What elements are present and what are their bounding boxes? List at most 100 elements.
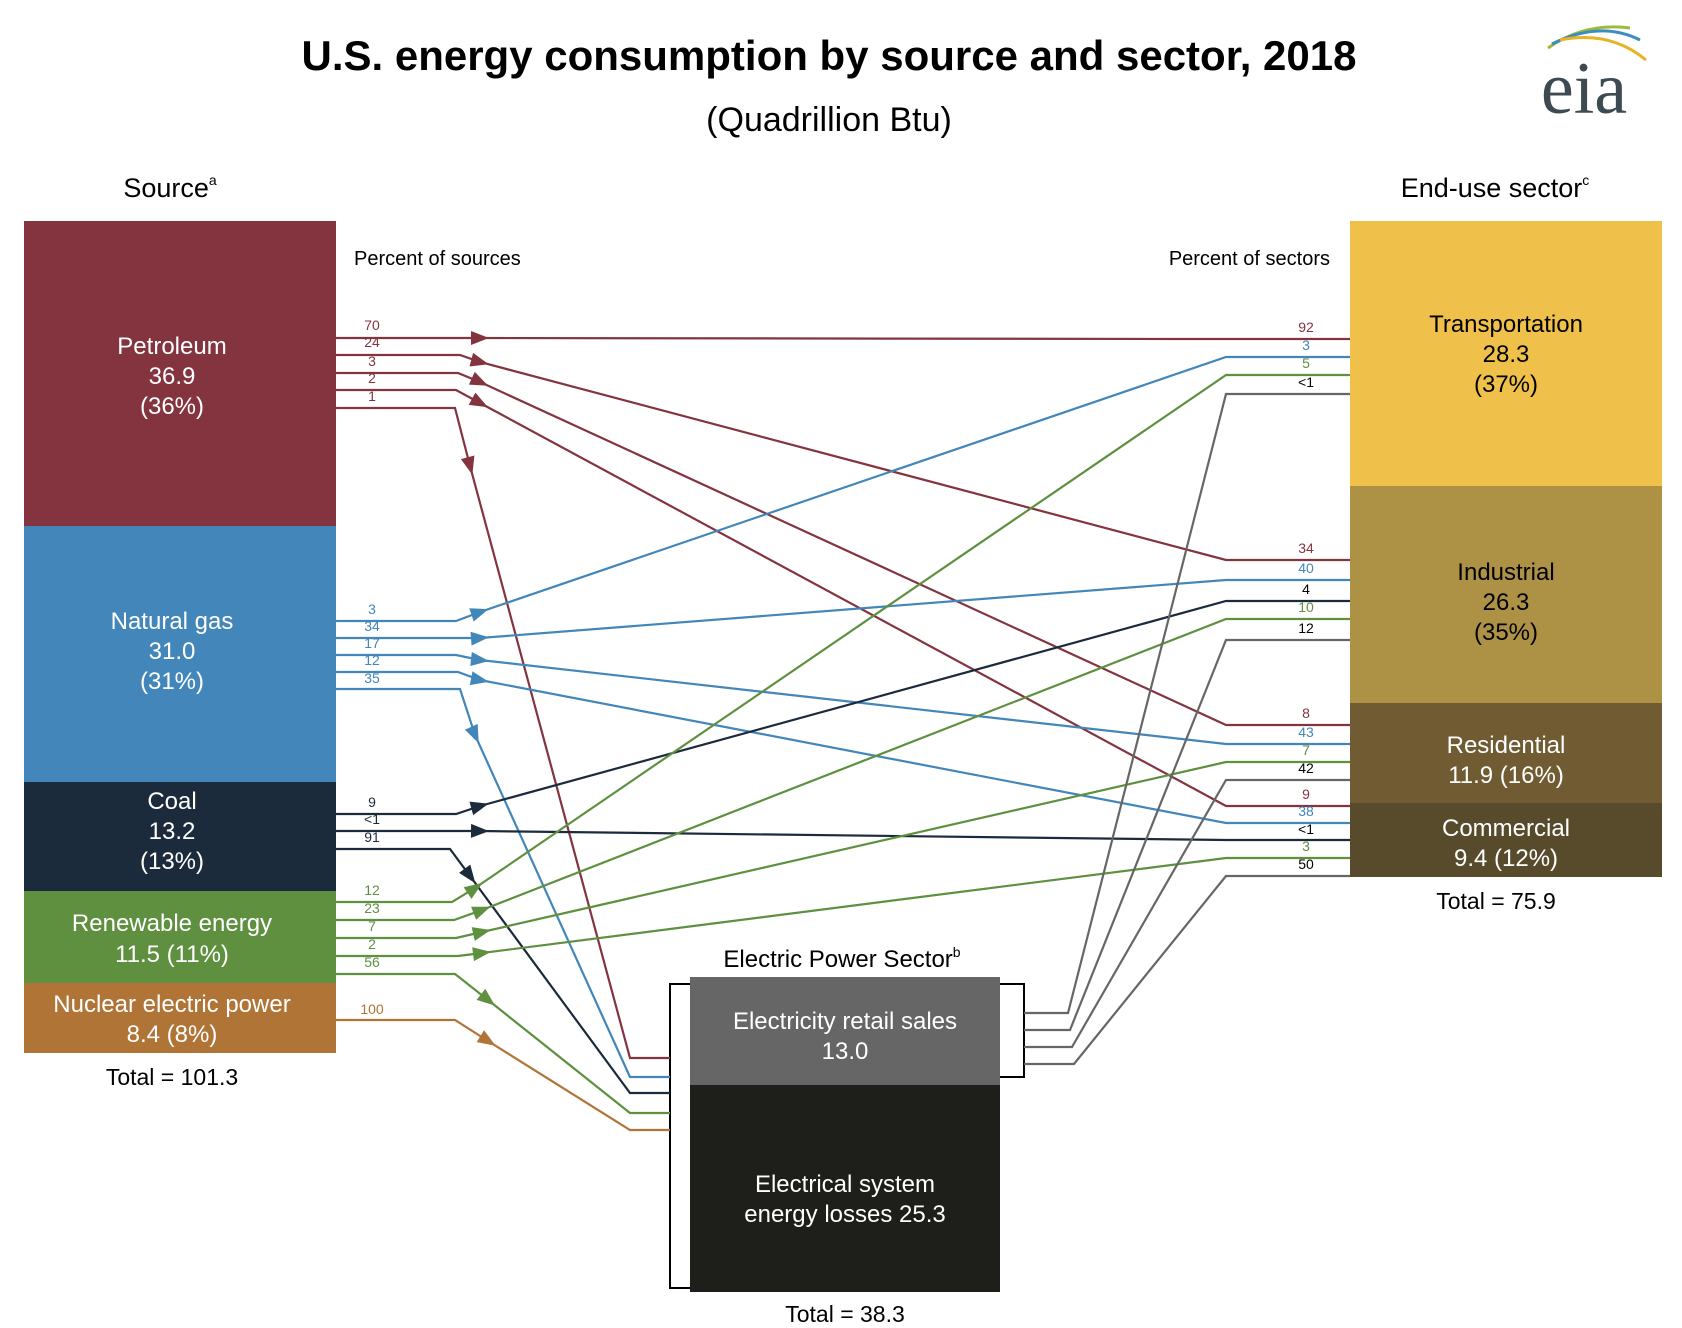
sectors-total: Total = 75.9 <box>1436 888 1556 914</box>
source-value-natural-gas: 31.0 <box>149 638 196 665</box>
chart-title: U.S. energy consumption by source and se… <box>301 32 1356 79</box>
flow-arrow-renewable-to-residential <box>471 927 491 941</box>
sector-pct-label: 38 <box>1298 803 1314 819</box>
sector-name-industrial: Industrial <box>1457 559 1554 586</box>
source-boxes: Petroleum 36.9 (36%) Natural gas 31.0 (3… <box>24 221 336 1090</box>
source-share-coal: (13%) <box>140 848 204 875</box>
losses-box <box>690 1085 1000 1292</box>
sector-share-industrial: (35%) <box>1474 619 1538 646</box>
source-pct-label: 70 <box>364 317 380 333</box>
source-pct-label: 3 <box>368 353 376 369</box>
flow-arrow-nuclear-to-electric-power <box>476 1030 496 1046</box>
sector-name-commercial: Commercial <box>1442 815 1570 842</box>
source-pct-label: 12 <box>364 882 380 898</box>
source-value-coal: 13.2 <box>149 818 196 845</box>
source-share-natural-gas: (31%) <box>140 668 204 695</box>
retail-sales-value: 13.0 <box>822 1038 869 1065</box>
source-value-nuclear: 8.4 (8%) <box>127 1021 218 1048</box>
source-pct-label: 7 <box>368 918 376 934</box>
losses-label-line2: energy losses 25.3 <box>744 1201 945 1228</box>
flow-renewable-to-electric-power <box>336 972 670 1115</box>
source-box-coal <box>24 782 336 891</box>
sector-box-transportation <box>1350 221 1662 486</box>
flow-natural-gas-to-commercial <box>336 670 1350 825</box>
sector-pct-label: 10 <box>1298 599 1314 615</box>
percent-of-sources-label: Percent of sources <box>354 248 521 270</box>
flow-arrow-natural-gas-to-transportation <box>469 608 489 622</box>
source-pct-label: 3 <box>368 601 376 617</box>
sector-box-commercial <box>1350 803 1662 877</box>
source-pct-label: 9 <box>368 794 376 810</box>
source-pct-label: 17 <box>364 635 380 651</box>
sector-value-residential: 11.9 (16%) <box>1448 762 1564 789</box>
sector-heading: End-use sectorc <box>1401 172 1590 203</box>
source-name-coal: Coal <box>147 788 196 815</box>
sector-box-industrial <box>1350 486 1662 703</box>
source-pct-label: 2 <box>368 370 376 386</box>
percent-of-sectors-label: Percent of sectors <box>1169 248 1330 270</box>
sector-pct-label: 8 <box>1302 705 1310 721</box>
source-name-natural-gas: Natural gas <box>111 608 234 635</box>
sector-pct-label: 5 <box>1302 355 1310 371</box>
sector-pct-label: 34 <box>1298 540 1314 556</box>
source-value-petroleum: 36.9 <box>149 363 196 390</box>
eia-logo: eia <box>1541 25 1647 130</box>
flow-arrow-natural-gas-to-commercial <box>469 671 489 686</box>
flow-petroleum-to-electric-power <box>336 406 670 1060</box>
flow-petroleum-to-commercial <box>336 388 1350 808</box>
source-pct-label: 24 <box>364 334 380 350</box>
source-pct-label: 56 <box>364 954 380 970</box>
flow-natural-gas-to-residential <box>336 653 1350 746</box>
power-heading: Electric Power Sectorb <box>723 944 960 973</box>
sector-pct-label: 12 <box>1298 620 1314 636</box>
flow-renewable-to-transportation <box>336 373 1350 904</box>
source-share-petroleum: (36%) <box>140 393 204 420</box>
source-name-petroleum: Petroleum <box>117 333 226 360</box>
power-total: Total = 38.3 <box>785 1301 905 1327</box>
flow-arrow-natural-gas-to-industrial <box>470 631 489 646</box>
source-pct-label: 1 <box>368 388 376 404</box>
sources-total: Total = 101.3 <box>106 1064 238 1090</box>
source-box-natural-gas <box>24 526 336 782</box>
flow-arrow-petroleum-to-electric-power <box>460 455 475 475</box>
source-box-petroleum <box>24 221 336 526</box>
flow-electric-power-to-residential <box>1024 778 1350 1049</box>
losses-label-line1: Electrical system <box>755 1171 935 1198</box>
sector-pct-label: 3 <box>1302 337 1310 353</box>
source-pct-label: 12 <box>364 652 380 668</box>
flow-arrow-renewable-to-commercial <box>472 947 491 962</box>
flow-arrow-coal-to-industrial <box>469 801 489 816</box>
retail-sales-box <box>690 977 1000 1085</box>
source-pct-label: 91 <box>364 829 380 845</box>
flow-lines: 70 92243438291333440174312383594<1<191125… <box>336 317 1350 1132</box>
sector-pct-label: 50 <box>1298 856 1314 872</box>
sector-pct-label: 3 <box>1302 838 1310 854</box>
flow-electric-power-to-industrial <box>1024 638 1350 1032</box>
flow-arrow-petroleum-to-commercial <box>468 392 488 408</box>
sector-value-transportation: 28.3 <box>1483 341 1530 368</box>
source-pct-label: <1 <box>364 811 380 827</box>
power-bracket-left <box>669 983 690 1289</box>
sector-pct-label: 4 <box>1302 581 1310 597</box>
sector-name-residential: Residential <box>1447 732 1566 759</box>
source-value-renewable: 11.5 (11%) <box>115 941 229 968</box>
flow-electric-power-to-commercial <box>1024 874 1350 1066</box>
sector-value-commercial: 9.4 (12%) <box>1454 845 1558 872</box>
chart-subtitle: (Quadrillion Btu) <box>706 101 952 139</box>
source-pct-label: 35 <box>364 670 380 686</box>
sector-pct-label: 7 <box>1302 742 1310 758</box>
source-pct-label: 2 <box>368 936 376 952</box>
source-pct-label: 100 <box>360 1001 384 1017</box>
flow-arrow-renewable-to-industrial <box>471 906 491 920</box>
sector-pct-label: 42 <box>1298 760 1314 776</box>
source-name-nuclear: Nuclear electric power <box>53 991 290 1018</box>
flow-petroleum-to-residential <box>336 371 1350 727</box>
flow-arrow-petroleum-to-residential <box>468 371 489 386</box>
retail-sales-label: Electricity retail sales <box>733 1008 957 1035</box>
source-box-renewable <box>24 891 336 983</box>
sector-pct-label: <1 <box>1298 374 1314 390</box>
electric-power-sector: Electricity retail sales 13.0 Electrical… <box>669 977 1025 1327</box>
sector-pct-label: 9 <box>1302 786 1310 802</box>
